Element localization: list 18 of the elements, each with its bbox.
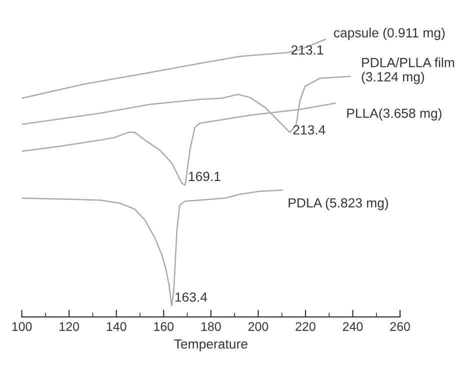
x-tick-label: 140	[106, 322, 126, 331]
annotation: 213.1	[291, 45, 324, 55]
x-tick-label: 220	[296, 322, 316, 331]
x-tick-label: 160	[154, 322, 174, 331]
x-tick-label: 200	[248, 322, 268, 331]
x-tick-label: 100	[12, 322, 32, 331]
x-tick-label: 180	[201, 322, 221, 331]
x-tick-label: 120	[60, 322, 80, 331]
x-tick-label: 240	[342, 322, 363, 331]
annotation: 169.1	[188, 172, 220, 182]
series-label: PDLA/PLLA film (3.124 mg)	[362, 58, 454, 84]
annotation: 213.4	[293, 125, 326, 135]
x-tick-label: 260	[390, 322, 410, 331]
annotation: 163.4	[175, 292, 208, 302]
series-label: PLLA(3.658 mg)	[347, 108, 442, 121]
series-label: capsule (0.911 mg)	[334, 28, 445, 40]
x-axis-title: Temperature	[174, 339, 248, 352]
series-label: PDLA (5.823 mg)	[288, 198, 388, 210]
